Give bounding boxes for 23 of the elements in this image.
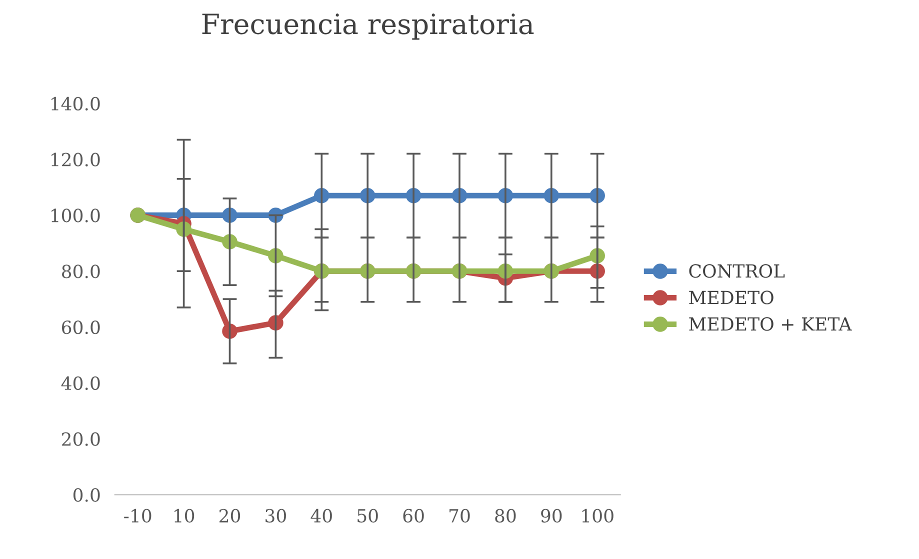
x-tick-label: 70 [450, 508, 470, 523]
x-tick-label: 30 [266, 508, 286, 523]
y-tick-label: 60.0 [62, 320, 100, 334]
chart-title: Frecuencia respiratoria [202, 14, 534, 40]
legend-label: MEDETO [689, 290, 774, 304]
legend-label: MEDETO + KETA [689, 317, 852, 331]
x-tick-label: 80 [495, 508, 516, 523]
x-tick-label: 60 [403, 508, 424, 523]
x-tick-label: 10 [174, 508, 194, 523]
x-tick-label: 100 [582, 508, 614, 523]
x-tick-label: 40 [310, 508, 332, 523]
x-tick-label: 20 [219, 508, 240, 523]
y-tick-label: 20.0 [62, 432, 100, 446]
y-tick-label: 120.0 [52, 152, 100, 166]
x-tick-label: 90 [541, 508, 562, 523]
y-tick-label: 100.0 [52, 208, 100, 222]
y-tick-label: 140.0 [52, 96, 100, 111]
legend-label: CONTROL [689, 264, 785, 278]
y-tick-label: 80.0 [62, 264, 100, 278]
y-tick-label: 40.0 [61, 376, 100, 390]
x-tick-label: 50 [358, 508, 378, 523]
x-tick-label: -10 [124, 508, 152, 523]
y-tick-label: 0.0 [73, 488, 100, 502]
